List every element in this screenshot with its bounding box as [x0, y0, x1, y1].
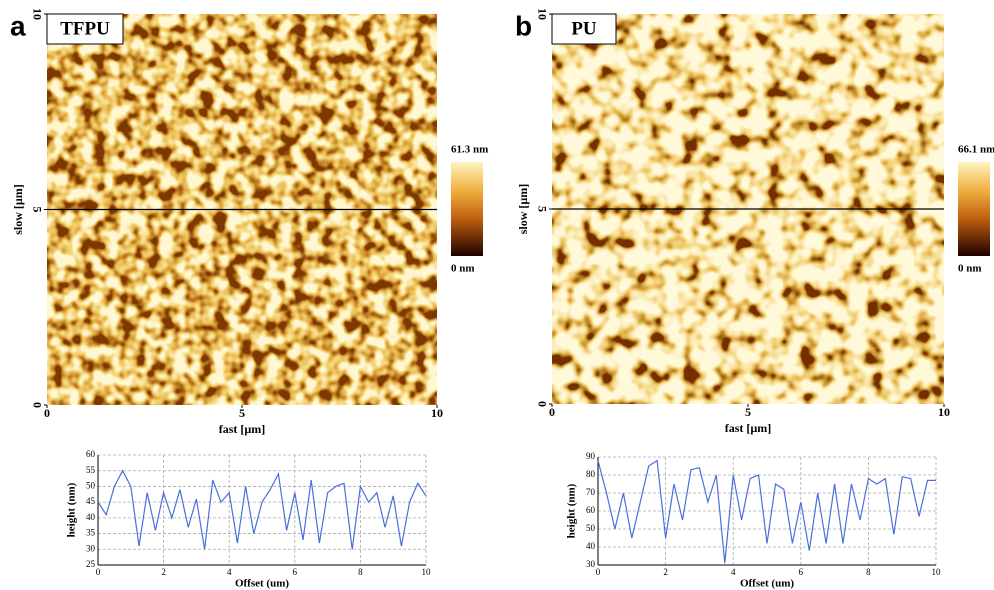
y-tick-label: 50 — [586, 523, 596, 533]
x-tick-label: 0 — [44, 406, 50, 420]
x-axis-label: fast [µm] — [219, 422, 266, 436]
x-tick-label: 2 — [663, 567, 668, 577]
x-tick-label: 10 — [422, 567, 432, 577]
y-tick-label: 70 — [586, 487, 596, 497]
title-box — [551, 13, 617, 45]
panel-title: TFPU — [60, 18, 110, 39]
y-tick-label: 5 — [535, 206, 549, 212]
x-tick-label: 10 — [431, 406, 443, 420]
y-tick-label: 10 — [30, 8, 44, 20]
x-tick-label: 0 — [96, 567, 101, 577]
y-tick-label: 90 — [586, 451, 596, 461]
y-tick-label: 80 — [586, 469, 596, 479]
colorbar-label: 0 nm — [958, 263, 982, 275]
colorbar-label: 61.3 nm — [451, 144, 488, 156]
y-tick-label: 30 — [586, 559, 596, 569]
colorbar — [451, 162, 483, 256]
y-tick-label: 25 — [86, 559, 96, 569]
y-axis-label: slow [µm] — [11, 184, 25, 235]
x-tick-label: 4 — [227, 567, 232, 577]
y-axis-label: height (nm) — [566, 483, 578, 538]
x-tick-label: 6 — [293, 567, 298, 577]
panel-letter: a — [10, 10, 26, 41]
panel-letter: b — [515, 10, 532, 41]
x-tick-label: 2 — [161, 567, 166, 577]
x-tick-label: 5 — [745, 405, 751, 419]
x-tick-label: 8 — [358, 567, 363, 577]
y-tick-label: 30 — [86, 543, 96, 553]
panel-title: PU — [571, 18, 597, 39]
y-tick-label: 10 — [535, 8, 549, 20]
y-tick-label: 50 — [86, 480, 96, 490]
y-axis-label: height (nm) — [66, 482, 78, 537]
profile-line — [597, 459, 936, 564]
y-tick-label: 60 — [86, 449, 96, 459]
profile-line — [97, 469, 427, 550]
y-tick-label: 40 — [586, 541, 596, 551]
y-tick-label: 5 — [30, 207, 44, 213]
y-tick-label: 40 — [86, 512, 96, 522]
colorbar-label: 66.1 nm — [958, 144, 994, 156]
x-tick-label: 4 — [731, 567, 736, 577]
x-tick-label: 5 — [239, 406, 245, 420]
y-tick-label: 60 — [586, 505, 596, 515]
x-axis-label: Offset (um) — [740, 578, 794, 590]
x-axis-label: Offset (um) — [235, 578, 289, 590]
y-tick-label: 35 — [86, 528, 96, 538]
y-tick-label: 0 — [535, 401, 549, 407]
x-axis-label: fast [µm] — [725, 421, 772, 435]
y-tick-label: 45 — [86, 496, 96, 506]
x-tick-label: 8 — [866, 567, 871, 577]
y-axis-label: slow [µm] — [516, 184, 530, 235]
x-tick-label: 0 — [596, 567, 601, 577]
title-box — [46, 13, 124, 45]
x-tick-label: 10 — [932, 567, 942, 577]
colorbar-label: 0 nm — [451, 263, 475, 275]
y-tick-label: 0 — [30, 402, 44, 408]
x-tick-label: 10 — [938, 405, 950, 419]
x-tick-label: 6 — [799, 567, 804, 577]
colorbar — [958, 162, 990, 256]
y-tick-label: 55 — [86, 465, 96, 475]
x-tick-label: 0 — [549, 405, 555, 419]
